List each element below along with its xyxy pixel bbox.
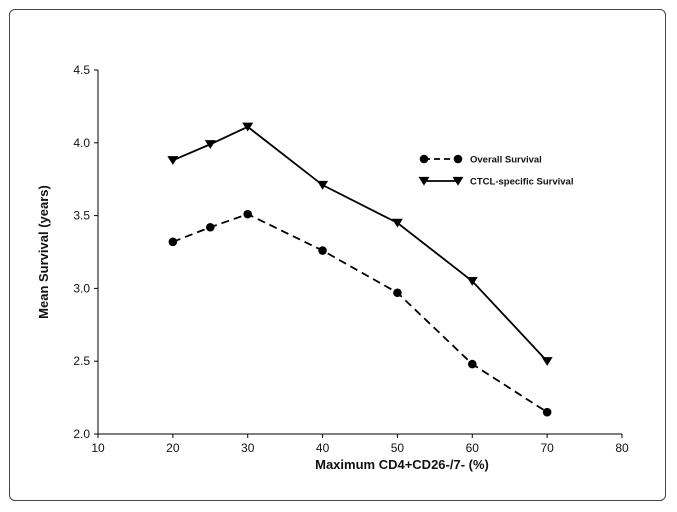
y-tick-label: 2.0	[73, 427, 90, 441]
data-point	[242, 122, 254, 132]
data-point	[243, 209, 253, 219]
data-point	[466, 276, 478, 286]
data-point	[167, 156, 179, 165]
y-tick-label: 4.5	[73, 63, 90, 77]
y-ticks: 2.0 2.5 3.0 3.5 4.0 4.5	[73, 63, 98, 441]
data-point	[204, 140, 216, 149]
legend-marker	[419, 154, 429, 164]
x-ticks: 10 20 30 40 50 60 70 80	[91, 434, 629, 455]
x-tick-label: 10	[91, 441, 105, 455]
chart-frame	[9, 9, 666, 501]
series-overall-survival	[168, 209, 552, 417]
data-point	[168, 237, 178, 247]
data-point	[317, 180, 329, 190]
y-axis-label: Mean Survival (years)	[36, 185, 51, 319]
x-tick-label: 40	[316, 441, 330, 455]
x-tick-label: 30	[241, 441, 255, 455]
legend: Overall Survival CTCL-specific Survival	[418, 154, 573, 188]
legend-marker	[452, 176, 464, 186]
y-tick-label: 3.5	[73, 209, 90, 223]
y-tick-label: 2.5	[73, 354, 90, 368]
series-layer	[167, 122, 553, 417]
legend-marker	[453, 154, 463, 164]
data-point	[318, 246, 327, 255]
x-tick-label: 70	[540, 441, 554, 455]
x-tick-label: 60	[466, 441, 480, 455]
x-tick-label: 80	[615, 441, 629, 455]
x-tick-label: 20	[166, 441, 180, 455]
data-point	[541, 357, 553, 366]
y-tick-label: 3.0	[73, 281, 90, 295]
y-tick-label: 4.0	[73, 136, 90, 150]
x-axis-label: Maximum CD4+CD26-/7- (%)	[315, 457, 489, 472]
legend-label: Overall Survival	[470, 155, 542, 166]
x-tick-label: 50	[391, 441, 405, 455]
legend-label: CTCL-specific Survival	[470, 177, 573, 188]
data-point	[542, 407, 552, 417]
data-point	[205, 222, 215, 232]
data-point	[467, 359, 477, 369]
series-line	[172, 213, 548, 413]
legend-marker	[418, 176, 430, 186]
axes	[97, 70, 622, 435]
series-ctcl-specific-survival	[167, 122, 553, 366]
data-point	[391, 218, 403, 228]
data-point	[393, 288, 402, 298]
